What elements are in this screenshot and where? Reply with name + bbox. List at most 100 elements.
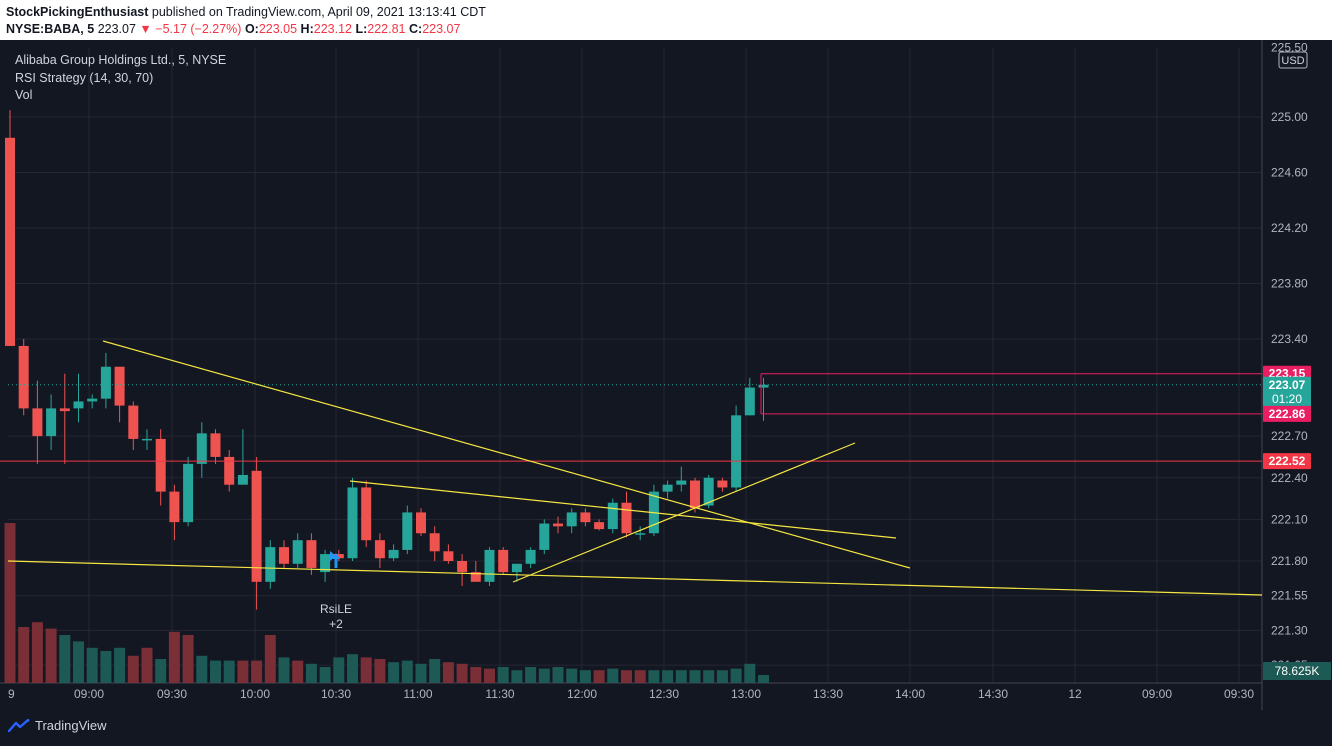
candle-body (224, 456, 235, 485)
x-tick-label: 11:30 (485, 687, 514, 701)
candle-body (511, 563, 522, 573)
volume-bar (689, 670, 701, 683)
candle-body (662, 484, 673, 492)
candle-body (703, 477, 714, 506)
low-value: 222.81 (367, 22, 406, 36)
volume-bar (470, 667, 482, 683)
close-label: C: (409, 22, 423, 36)
volume-bar (730, 668, 742, 683)
symbol-label: NYSE:BABA, 5 (6, 22, 95, 36)
volume-bar (196, 655, 208, 683)
chart-grid (0, 40, 1263, 710)
legend-strategy[interactable]: RSI Strategy (14, 30, 70) (15, 70, 154, 85)
volume-bar (347, 654, 358, 683)
candle-body (279, 547, 289, 564)
candle-body (566, 512, 577, 527)
candlestick-chart[interactable]: RsiLE+2 225.50225.00224.60224.20223.8022… (0, 0, 1332, 710)
candle-body (676, 480, 687, 485)
candle-body (758, 384, 769, 388)
time-axis[interactable]: 9 09:00 09:30 10:00 10:30 11:00 11:30 12:00 12:3… (8, 687, 1254, 701)
volume-bar (210, 660, 221, 683)
candle-body (621, 502, 632, 534)
tradingview-icon (8, 718, 30, 732)
volume-bar (333, 657, 345, 683)
volume-bar (86, 647, 98, 683)
volume-bar (566, 668, 578, 683)
candle-body (402, 512, 413, 550)
legend-vol[interactable]: Vol (15, 88, 33, 102)
volume-bar (662, 670, 674, 683)
volume-bar (415, 663, 427, 683)
volume-bar (127, 655, 139, 683)
volume-bar (648, 670, 660, 683)
candle-body (580, 512, 591, 523)
volume-bar (552, 667, 564, 683)
signal-sub-label: +2 (329, 617, 343, 631)
publisher-name[interactable]: StockPickingEnthusiast (6, 5, 149, 19)
tradingview-logo[interactable]: TradingView (8, 718, 107, 733)
candle-body (484, 549, 495, 582)
high-label: H: (300, 22, 314, 36)
volume-bar (429, 659, 441, 683)
x-tick-label: 12:30 (649, 687, 679, 701)
volume-bar (593, 670, 605, 683)
publisher-line: StockPickingEnthusiast published on Trad… (6, 5, 486, 19)
candle-body (525, 549, 536, 564)
volume-bar (292, 660, 304, 683)
trendline (349, 480, 897, 539)
candle-body (553, 523, 563, 527)
symbol-line: NYSE:BABA, 5 223.07 ▼ −5.17 (−2.27%) O:2… (6, 22, 460, 36)
horizontal-lines (0, 373, 1262, 462)
volume-bar (319, 667, 331, 683)
candle-body (169, 491, 180, 523)
volume-bar (237, 660, 249, 683)
candle-body (32, 408, 43, 437)
legend-title[interactable]: Alibaba Group Holdings Ltd., 5, NYSE (15, 53, 227, 67)
volume-bar (223, 660, 235, 683)
volume-bar (579, 670, 591, 683)
volume-bar (374, 659, 386, 683)
candle-body (498, 549, 509, 573)
last-price: 223.07 (97, 22, 136, 36)
x-tick-label: 13:00 (731, 687, 761, 701)
y-tick-label: 221.80 (1271, 554, 1308, 568)
candle-body (731, 415, 742, 488)
candle-body (594, 522, 605, 530)
y-tick-label: 221.30 (1271, 623, 1308, 637)
y-tick-label: 225.00 (1271, 110, 1308, 124)
currency-badge (1278, 51, 1308, 69)
price-label-box (1263, 376, 1311, 407)
currency-label: USD (1281, 55, 1304, 67)
open-value: 223.05 (258, 22, 298, 36)
candle-body (333, 554, 344, 559)
volume-bar (59, 635, 71, 683)
trendlines[interactable] (7, 340, 1263, 596)
volume-bar (525, 667, 537, 683)
x-tick-label: 12:00 (567, 687, 597, 701)
rsi-signal: RsiLE+2 (320, 551, 352, 631)
volume-bar (703, 670, 715, 683)
candle-body (265, 547, 276, 582)
candle-body (635, 533, 646, 535)
volume-label-box (1263, 662, 1331, 680)
publication-header: StockPickingEnthusiast published on Trad… (0, 0, 1332, 40)
candle-body (5, 137, 15, 346)
candle-body (46, 408, 57, 437)
volume-bar (18, 627, 30, 683)
candle-body (306, 540, 317, 568)
candle-body (196, 433, 207, 464)
candle-body (607, 502, 618, 530)
price-axis[interactable]: 225.50 225.00 224.60 224.20 223.80 223.40 222.… (1263, 41, 1331, 680)
brand-label: TradingView (35, 718, 107, 733)
volume-bar (360, 657, 372, 683)
x-tick-label: 12 (1068, 687, 1082, 701)
candle-body (128, 405, 139, 439)
candle-body (470, 572, 481, 582)
volume-bar (456, 663, 468, 683)
volume-bar (168, 631, 180, 683)
candle-body (539, 523, 550, 550)
price-label: 222.86 (1269, 407, 1306, 421)
candle-body (142, 438, 152, 441)
volume-bar (744, 663, 756, 683)
candle-body (717, 480, 728, 488)
